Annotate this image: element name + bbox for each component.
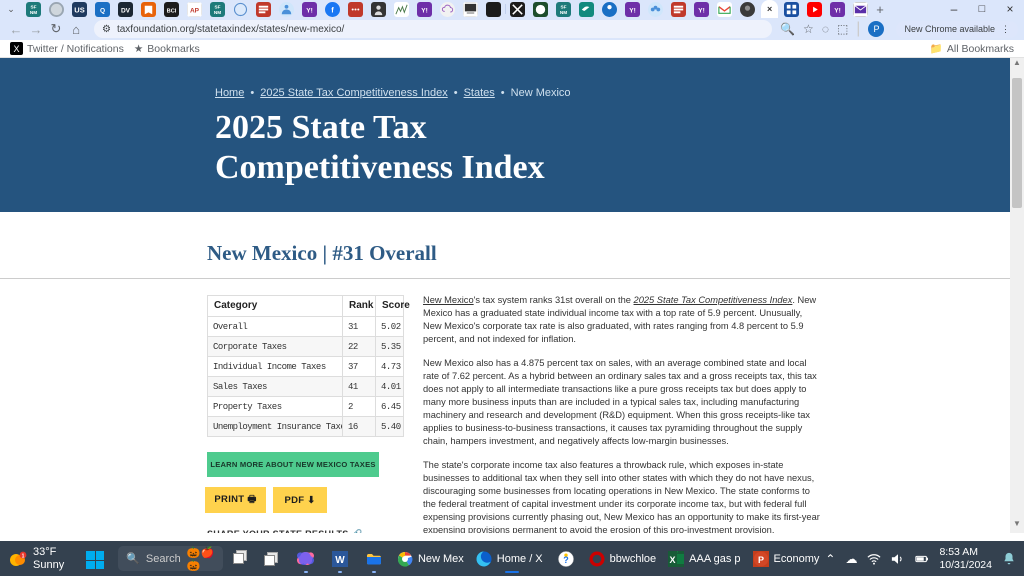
- svg-text:X: X: [670, 555, 676, 565]
- svg-text:Y!: Y!: [834, 7, 841, 14]
- svg-text:SF: SF: [561, 4, 567, 9]
- svg-text:?: ?: [563, 555, 569, 565]
- svg-text:US: US: [74, 5, 84, 14]
- svg-text:P: P: [758, 555, 764, 565]
- svg-text:W: W: [335, 555, 345, 566]
- svg-text:SF: SF: [31, 4, 37, 9]
- svg-text:NM: NM: [30, 10, 37, 15]
- svg-text:NM: NM: [560, 10, 567, 15]
- svg-text:AP: AP: [190, 7, 200, 14]
- svg-text:BCI: BCI: [167, 8, 177, 14]
- svg-text:Y!: Y!: [306, 7, 313, 14]
- svg-text:SF: SF: [215, 4, 221, 9]
- svg-text:Y!: Y!: [421, 7, 428, 14]
- svg-text:Y!: Y!: [629, 7, 636, 14]
- svg-text:1: 1: [22, 553, 25, 559]
- svg-text:NM: NM: [214, 10, 221, 15]
- svg-text:Y!: Y!: [698, 7, 705, 14]
- svg-text:Q: Q: [100, 7, 105, 14]
- svg-text:DV: DV: [121, 7, 131, 14]
